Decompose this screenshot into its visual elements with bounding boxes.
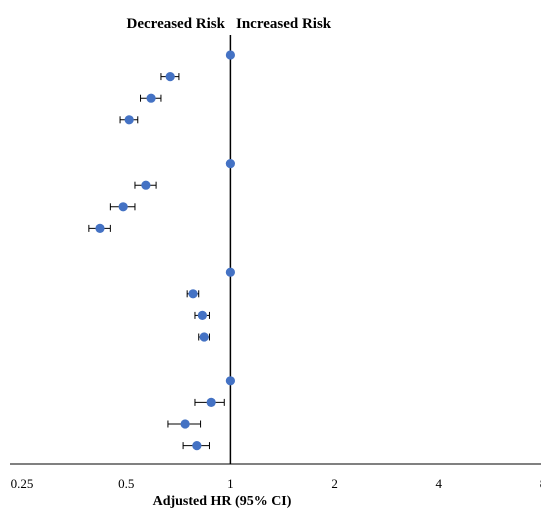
hr-marker [225, 376, 235, 386]
data-point [225, 159, 235, 169]
data-point [119, 115, 139, 125]
hr-marker [206, 397, 216, 407]
data-point [186, 289, 200, 299]
data-point [134, 180, 157, 190]
data-point [225, 267, 235, 277]
data-point [194, 397, 225, 407]
decreased-risk-label: Decreased Risk [127, 16, 226, 32]
data-point [194, 310, 210, 320]
hr-marker [199, 332, 209, 342]
hr-marker [197, 310, 207, 320]
hr-marker [225, 267, 235, 277]
x-tick-label: 0.5 [118, 476, 134, 491]
data-point [182, 441, 210, 451]
hr-marker [124, 115, 134, 125]
hr-marker [180, 419, 190, 429]
x-tick-label: 0.25 [11, 476, 34, 491]
data-point [160, 72, 180, 82]
hr-marker [225, 159, 235, 169]
x-tick-label: 1 [227, 476, 234, 491]
x-axis-title: Adjusted HR (95% CI) [153, 494, 292, 509]
hr-marker [146, 93, 156, 103]
data-point [198, 332, 210, 342]
data-point [109, 202, 136, 212]
x-tick-label: 2 [331, 476, 338, 491]
data-point [140, 93, 162, 103]
hr-marker [225, 50, 235, 60]
x-tick-label: 8 [540, 476, 541, 491]
hr-marker [188, 289, 198, 299]
x-tick-label: 4 [436, 476, 443, 491]
x-tick-labels: 0.25 0.5 1 2 4 8 [11, 476, 541, 491]
data-point [167, 419, 202, 429]
data-points [88, 50, 235, 451]
increased-risk-label: Increased Risk [236, 16, 332, 32]
hr-marker [141, 180, 151, 190]
hr-marker [192, 441, 202, 451]
hr-marker [95, 223, 105, 233]
data-point [225, 376, 235, 386]
data-point [88, 223, 111, 233]
data-point [225, 50, 235, 60]
hr-marker [165, 72, 175, 82]
hr-marker [118, 202, 128, 212]
